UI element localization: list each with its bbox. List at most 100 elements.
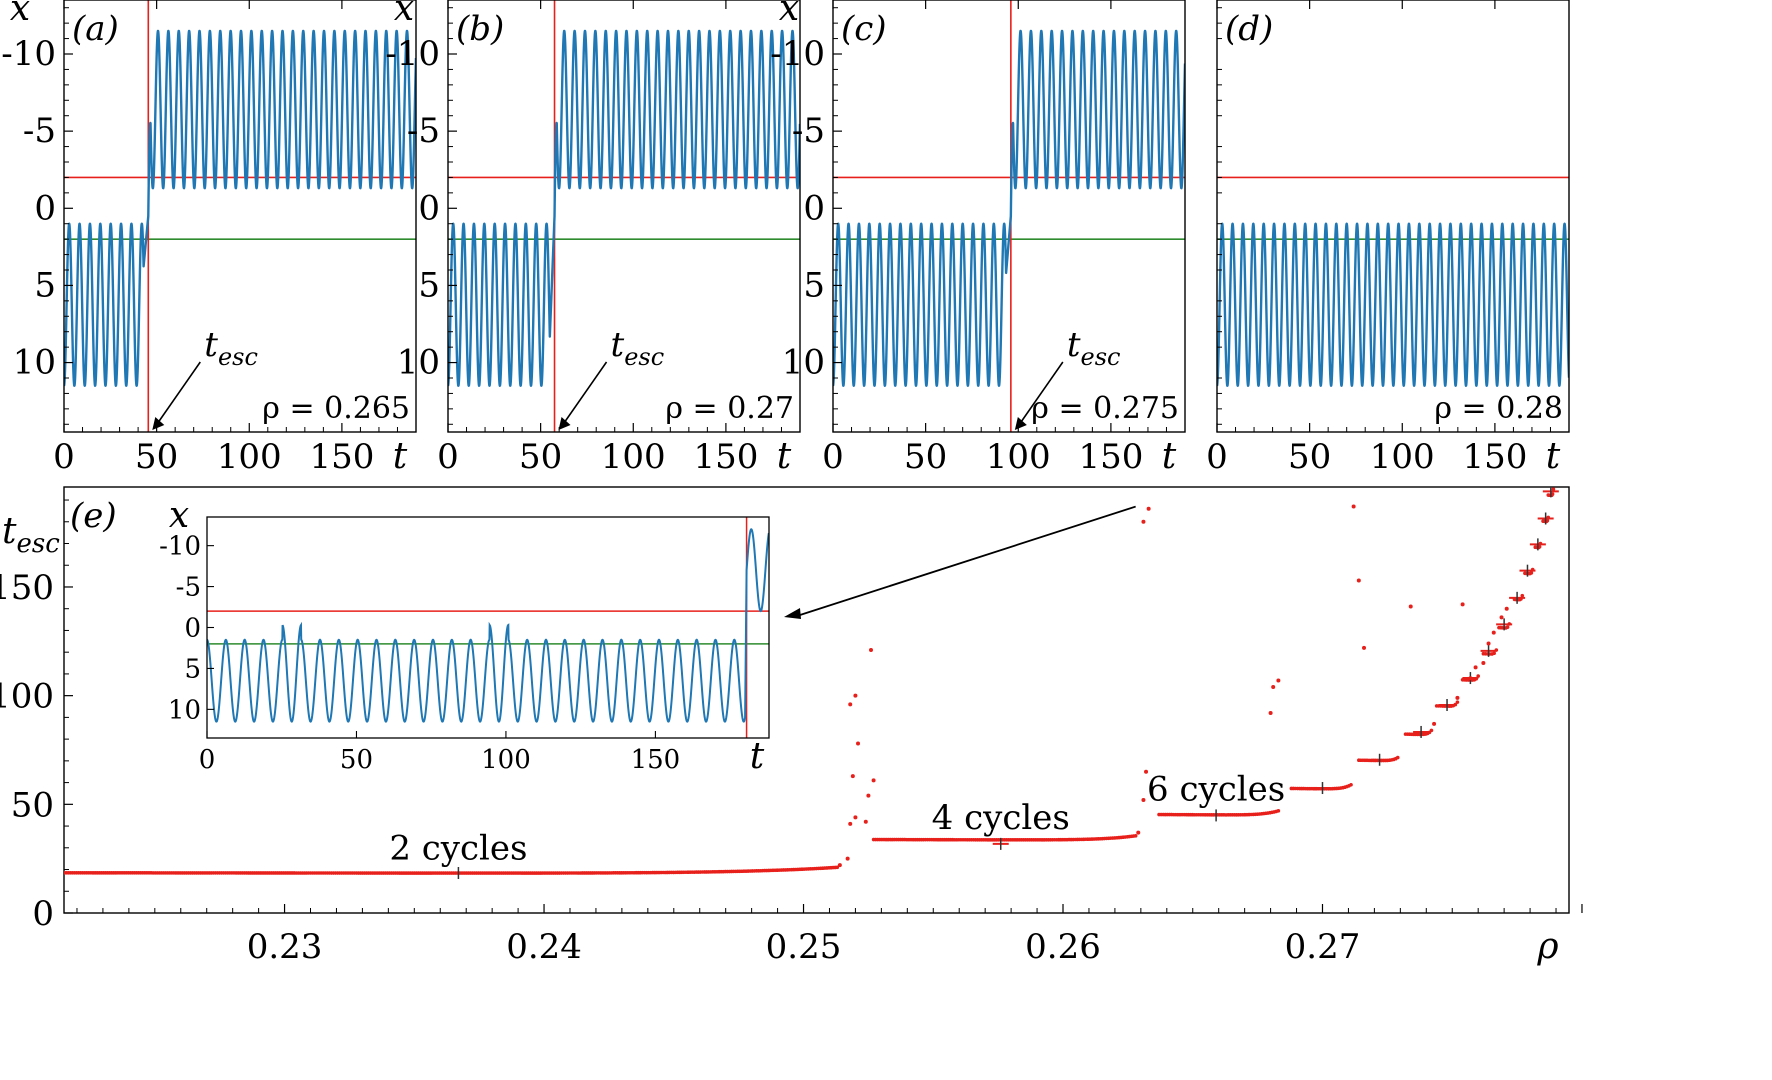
panel-a-ytick-label: -5: [23, 111, 56, 151]
inset-pointer-arrowhead: [784, 608, 801, 619]
panel-a-rho-value: ρ = 0.265: [262, 391, 410, 426]
panel-e-ytick-label: 0: [32, 894, 54, 934]
panel-b-ytick-label: -10: [385, 34, 440, 74]
inset-ytick-label: -5: [176, 573, 201, 603]
panel-c-escape-arrow: [1016, 361, 1064, 429]
panel-b-escape-arrow: [559, 361, 608, 429]
panel-d-label: (d): [1225, 9, 1273, 49]
inset-xtick-label: 0: [199, 745, 216, 775]
escape-time-point: [1505, 625, 1510, 629]
panel-c-ytick-label: -5: [792, 111, 825, 151]
escape-time-point: [1141, 519, 1146, 524]
panel-c-ytick-label: 10: [782, 343, 825, 383]
panel-a-xtick-label: 0: [53, 437, 75, 477]
inset-ytick-label: 10: [168, 695, 201, 725]
panel-d-xtick-label: 150: [1462, 437, 1527, 477]
panel-e-xtick-label: 0.26: [1025, 927, 1101, 967]
escape-time-point: [1395, 755, 1400, 760]
escape-time-point: [863, 819, 868, 824]
panel-e-data: [64, 487, 1559, 880]
panel-c-xtick-label: 150: [1078, 437, 1143, 477]
panel-b-frame: [447, 0, 801, 433]
panel-a-escape-label: tesc: [204, 325, 258, 371]
panel-d-group: 0 50 100 150 t (d) ρ = 0.28: [1206, 0, 1570, 477]
panel-a-ytick-label: 10: [13, 343, 56, 383]
panel-a-escape-arrow: [153, 361, 201, 429]
panel-c-frame: [832, 0, 1186, 433]
inset-ytick-label: 0: [184, 614, 201, 644]
escape-time-point: [1537, 544, 1542, 549]
inset-xtick-label: 100: [481, 745, 531, 775]
escape-time-point: [1550, 492, 1555, 496]
panel-b-xaxis-symbol: t: [777, 436, 792, 477]
panel-b-xtick-label: 50: [519, 437, 562, 477]
panel-c-xtick-label: 100: [986, 437, 1051, 477]
panel-a-frame: [63, 0, 417, 433]
panel-a-ytick-label: -10: [1, 34, 56, 74]
panel-e-ytick-label: 150: [0, 568, 54, 608]
panel-b-xtick-label: 150: [693, 437, 758, 477]
panel-b-series-x: [448, 29, 800, 387]
escape-time-point: [871, 778, 876, 783]
inset-ytick-label: 5: [184, 654, 201, 684]
panel-b-rho-value: ρ = 0.27: [665, 391, 794, 426]
escape-time-point: [1499, 615, 1504, 620]
escape-time-point: [848, 821, 853, 826]
escape-time-point: [1529, 571, 1534, 575]
panel-e-label: (e): [70, 496, 117, 536]
panel-c-rho-value: ρ = 0.275: [1031, 391, 1179, 426]
panel-c-ytick-label: -10: [770, 34, 825, 74]
panel-c-escape-label: tesc: [1067, 325, 1121, 371]
panel-a-xtick-label: 100: [217, 437, 282, 477]
escape-time-point: [1271, 684, 1276, 689]
escape-time-point: [1460, 602, 1465, 607]
escape-time-point: [1429, 728, 1434, 733]
escape-time-point: [1356, 578, 1361, 583]
escape-time-point: [1545, 518, 1550, 523]
escape-time-point: [1133, 834, 1138, 838]
panel-d-series-x: [1217, 222, 1569, 387]
escape-time-point: [1136, 830, 1141, 835]
escape-time-point: [1468, 676, 1473, 681]
panel-c-escape-arrowhead: [1014, 417, 1027, 430]
panel-a-label: (a): [72, 9, 119, 49]
panel-b-escape-arrowhead: [558, 417, 571, 430]
panel-e-ytick-label: 100: [0, 677, 54, 717]
panel-b-yaxis-symbol: x: [394, 0, 414, 29]
escape-time-point: [1520, 593, 1525, 598]
escape-time-point: [1491, 630, 1496, 635]
panel-b-ytick-label: 5: [418, 265, 440, 305]
inset-series-x: [207, 528, 769, 723]
escape-time-point: [850, 774, 855, 779]
escape-time-point: [835, 865, 840, 870]
escape-time-point: [1141, 797, 1146, 802]
inset-xaxis-symbol: t: [750, 736, 765, 777]
escape-time-point: [1144, 769, 1149, 774]
inset-pointer-arrow: [799, 505, 1136, 616]
escape-time-point: [1455, 695, 1460, 700]
panel-a-series-x: [64, 29, 416, 387]
panel-b-label: (b): [456, 9, 504, 49]
escape-time-point: [868, 648, 873, 653]
panel-a-ytick-label: 5: [34, 265, 56, 305]
escape-time-point: [1408, 604, 1413, 609]
panel-d-xaxis-symbol: t: [1546, 436, 1561, 477]
escape-time-point: [1276, 678, 1281, 683]
escape-time-point: [1349, 782, 1353, 787]
panel-c-yaxis-symbol: x: [779, 0, 799, 29]
panel-a-ytick-label: 0: [34, 188, 56, 228]
panel-b-ytick-label: -5: [407, 111, 440, 151]
panel-d-xtick-label: 0: [1206, 437, 1228, 477]
escape-time-point: [1351, 504, 1356, 509]
panel-e-ytick-label: 50: [11, 785, 54, 825]
panel-e-xtick-label: 0.27: [1285, 927, 1361, 967]
plateau-label: 6 cycles: [1147, 770, 1285, 810]
plateau-label: 2 cycles: [389, 828, 527, 868]
panel-a-xtick-label: 150: [309, 437, 374, 477]
inset-xtick-label: 150: [631, 745, 681, 775]
escape-time-point: [848, 702, 853, 707]
escape-time-point: [1481, 661, 1486, 666]
escape-time-point: [1362, 645, 1367, 650]
panel-c-label: (c): [841, 9, 887, 49]
